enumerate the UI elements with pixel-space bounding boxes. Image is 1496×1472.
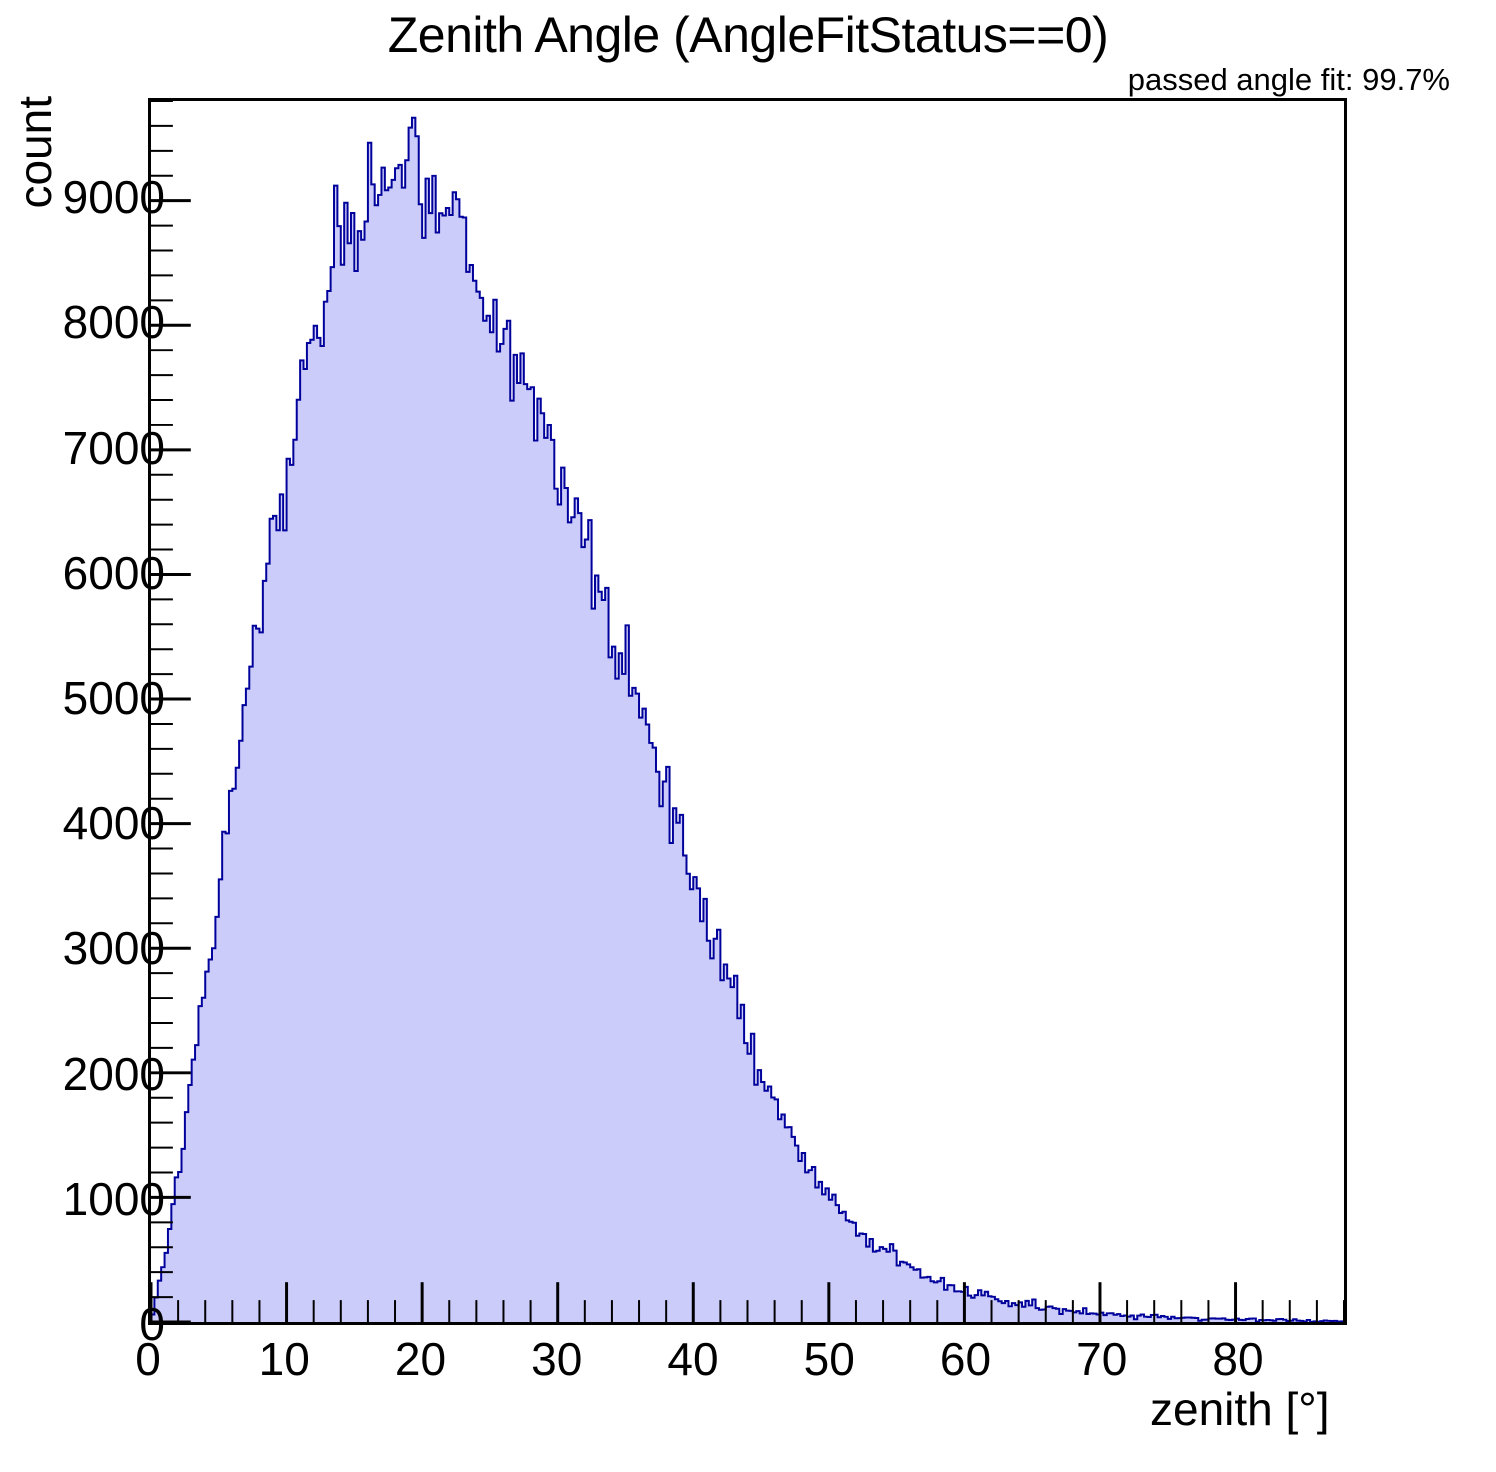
y-axis-title: count <box>9 96 61 209</box>
annotation-passed-angle-fit: passed angle fit: 99.7% <box>1127 62 1450 97</box>
histogram-outline <box>151 116 1344 1322</box>
plot-frame <box>148 98 1347 1325</box>
x-tick-label-60: 60 <box>939 1333 992 1385</box>
page-title: Zenith Angle (AngleFitStatus==0) <box>387 7 1109 63</box>
histogram-fill <box>151 117 1344 1322</box>
x-tick-label-30: 30 <box>531 1333 583 1385</box>
x-tick-label-40: 40 <box>667 1333 719 1385</box>
x-tick-label-80: 80 <box>1212 1333 1264 1385</box>
x-tick-label-70: 70 <box>1076 1333 1128 1385</box>
x-tick-label-50: 50 <box>803 1333 855 1385</box>
x-tick-label-10: 10 <box>258 1333 310 1385</box>
histogram-outline-group <box>151 116 1344 1322</box>
inner-tick-marks <box>151 101 1344 1322</box>
x-axis-title: zenith [°] <box>1150 1383 1330 1435</box>
x-tick-label-0: 0 <box>135 1333 161 1385</box>
x-tick-label-20: 20 <box>394 1333 447 1385</box>
histogram-fill-group <box>151 117 1344 1322</box>
histogram-svg <box>151 101 1344 1322</box>
